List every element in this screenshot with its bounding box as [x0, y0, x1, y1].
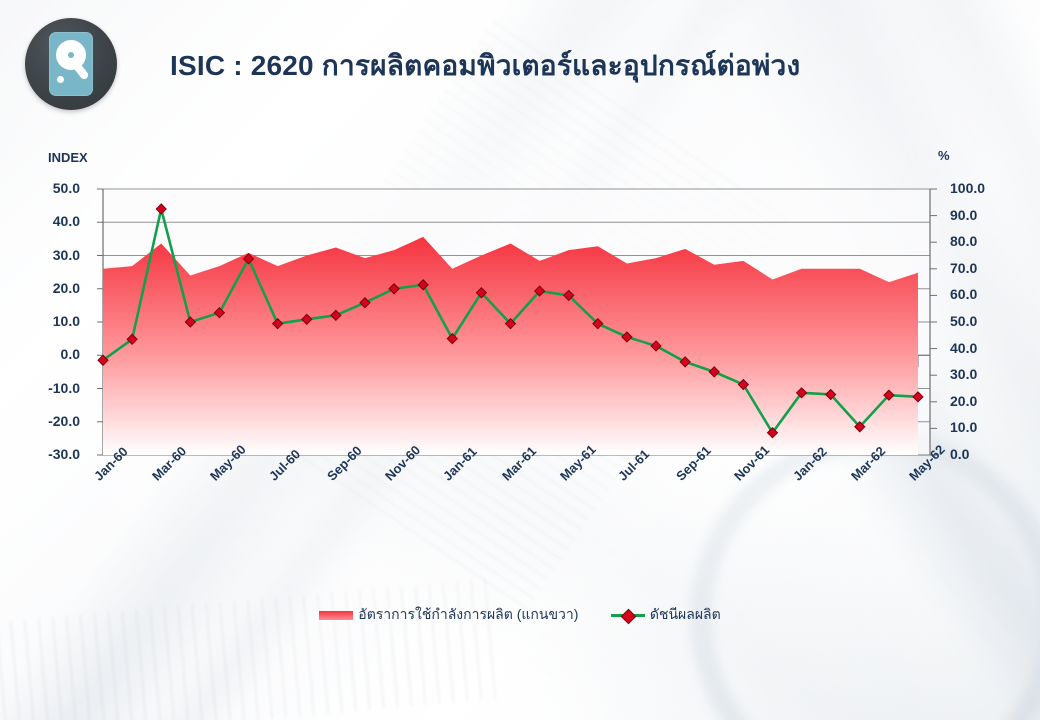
- legend-item-capacity-utilization[interactable]: อัตราการใช้กำลังการผลิต (แกนขวา): [319, 604, 578, 626]
- header: ISIC : 2620 การผลิตคอมพิวเตอร์และอุปกรณ์…: [0, 0, 1040, 125]
- legend-item-production-index[interactable]: ดัชนีผลผลิต: [610, 604, 721, 626]
- hard-disk-icon: [25, 18, 117, 110]
- legend-line-label: ดัชนีผลผลิต: [649, 606, 721, 622]
- right-axis-tick-label: 80.0: [950, 233, 978, 250]
- left-axis-tick-label: -30.0: [48, 446, 80, 462]
- left-axis-tick-label: 10.0: [52, 313, 80, 329]
- right-axis-tick-label: 50.0: [950, 313, 978, 329]
- legend-line-swatch-icon: [610, 608, 645, 625]
- right-axis-tick-label: 10.0: [950, 419, 978, 436]
- left-axis-tick-label: -10.0: [48, 379, 80, 396]
- right-axis-tick-label: 20.0: [950, 392, 978, 409]
- right-axis-tick-label: 100.0: [950, 180, 986, 196]
- left-axis-title: INDEX: [48, 150, 88, 165]
- left-axis-tick-label: -20.0: [48, 412, 80, 429]
- right-axis-tick-label: 70.0: [950, 259, 978, 276]
- right-axis-tick-label: 0.0: [950, 446, 970, 462]
- right-axis-tick-label: 40.0: [950, 339, 978, 356]
- right-axis-tick-label: 30.0: [950, 366, 978, 383]
- legend-area-label: อัตราการใช้กำลังการผลิต (แกนขวา): [358, 606, 579, 622]
- right-axis-tick-label: 60.0: [950, 286, 978, 303]
- legend-area-swatch-icon: [319, 610, 354, 620]
- left-axis-tick-label: 20.0: [52, 279, 80, 296]
- page-title: ISIC : 2620 การผลิตคอมพิวเตอร์และอุปกรณ์…: [170, 50, 801, 81]
- right-axis-tick-label: 90.0: [950, 206, 978, 223]
- right-axis-title: %: [938, 148, 950, 163]
- left-axis-tick-label: 30.0: [52, 246, 80, 263]
- left-axis-tick-label: 40.0: [52, 213, 80, 230]
- chart-legend: อัตราการใช้กำลังการผลิต (แกนขวา) ดัชนีผล…: [0, 604, 1040, 626]
- left-axis-tick-label: 0.0: [60, 346, 80, 363]
- left-axis-tick-label: 50.0: [52, 180, 80, 196]
